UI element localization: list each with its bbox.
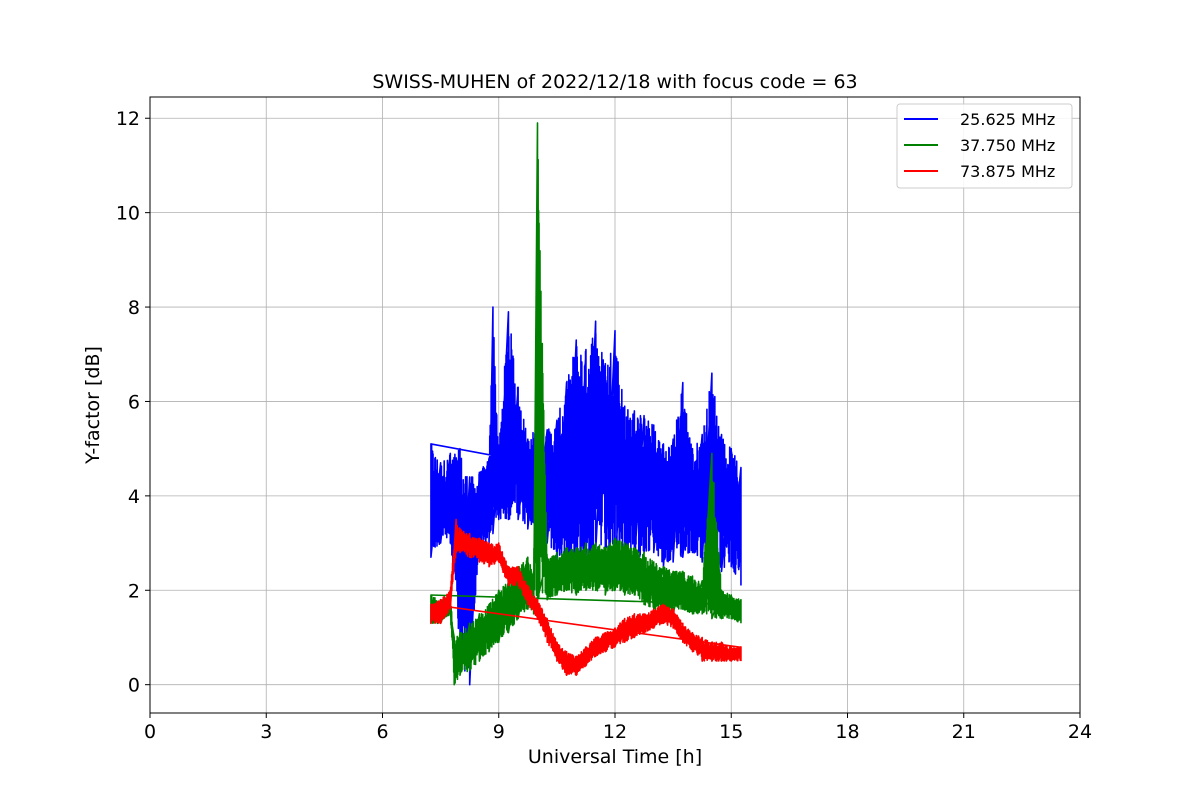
x-tick-label: 9 xyxy=(493,721,505,743)
series-line-2 xyxy=(430,518,742,677)
x-tick-label: 18 xyxy=(835,721,859,743)
y-axis-label: Y-factor [dB] xyxy=(82,346,104,465)
series-line-0 xyxy=(430,306,742,686)
x-axis-label: Universal Time [h] xyxy=(528,746,702,768)
y-tick-label: 0 xyxy=(128,675,140,697)
legend-label: 37.750 MHz xyxy=(960,136,1055,155)
chart-title: SWISS-MUHEN of 2022/12/18 with focus cod… xyxy=(372,71,857,93)
legend-label: 25.625 MHz xyxy=(960,110,1055,129)
legend-items: 25.625 MHz 37.750 MHz 73.875 MHz xyxy=(904,110,1055,181)
series-layer xyxy=(430,122,742,686)
legend-label: 73.875 MHz xyxy=(960,162,1055,181)
x-tick-label: 15 xyxy=(719,721,743,743)
y-tick-label: 2 xyxy=(128,580,140,602)
x-tick-label: 6 xyxy=(376,721,388,743)
legend: 25.625 MHz 37.750 MHz 73.875 MHz xyxy=(896,103,1073,189)
legend-box xyxy=(896,103,1073,189)
x-tick-label: 3 xyxy=(260,721,272,743)
y-tick-label: 8 xyxy=(128,297,140,319)
x-tick-label: 12 xyxy=(603,721,627,743)
y-tick-label: 6 xyxy=(128,391,140,413)
x-tick-label: 21 xyxy=(952,721,976,743)
x-tick-label: 0 xyxy=(144,721,156,743)
y-tick-label: 12 xyxy=(116,108,140,130)
series-line-1 xyxy=(430,122,742,686)
x-tick-label: 24 xyxy=(1068,721,1092,743)
y-tick-label: 4 xyxy=(128,486,140,508)
y-tick-label: 10 xyxy=(116,203,140,225)
